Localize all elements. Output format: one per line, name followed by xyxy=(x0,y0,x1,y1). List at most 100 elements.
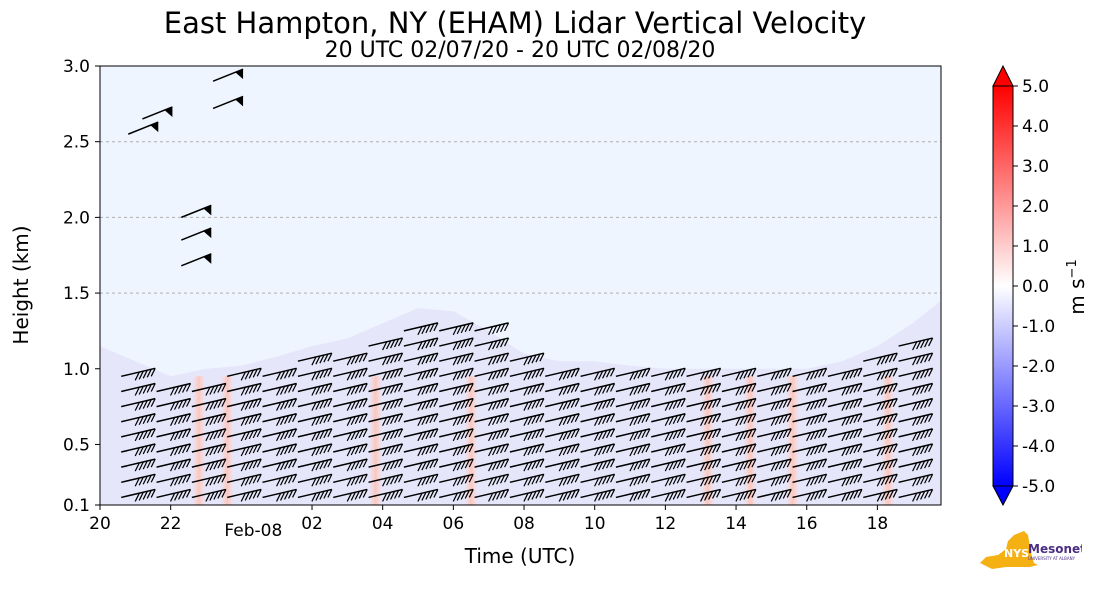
wind-barb-shaft xyxy=(403,458,439,468)
wind-barb-feather xyxy=(464,399,470,408)
wind-barb-feather xyxy=(248,460,254,470)
wind-barb-feather xyxy=(417,341,423,351)
wind-barb-feather xyxy=(629,478,635,487)
wind-barb-feather xyxy=(562,477,568,486)
wind-barb-feather xyxy=(637,445,643,455)
wind-barb-feather xyxy=(386,431,392,441)
wind-barb-shaft xyxy=(333,367,368,378)
wind-barb-shaft xyxy=(898,473,933,484)
wind-barb-shaft xyxy=(262,458,297,468)
wind-barb-shaft xyxy=(792,428,827,438)
wind-barb-feather xyxy=(892,489,898,498)
wind-barb-shaft xyxy=(368,352,403,362)
wind-barb-feather xyxy=(327,413,333,423)
wind-barb-feather xyxy=(213,476,219,485)
wind-barb-feather xyxy=(574,489,580,498)
wind-barb-feather xyxy=(668,416,674,426)
logo-sub-text: UNIVERSITY AT ALBANY xyxy=(1028,556,1076,561)
wind-barb xyxy=(792,473,828,487)
wind-barb-feather xyxy=(504,443,510,453)
wind-barb-feather xyxy=(464,475,470,484)
wind-barb-feather xyxy=(174,401,180,410)
wind-barb-feather xyxy=(319,491,325,500)
wind-barb-feather xyxy=(806,387,812,396)
wind-barb-shaft xyxy=(191,413,227,423)
wind-barb-feather xyxy=(319,460,325,470)
wind-barb-feather xyxy=(602,476,608,485)
wind-barb xyxy=(509,382,545,396)
wind-barb-feather xyxy=(138,431,144,441)
wind-barb-feather xyxy=(421,416,427,426)
wind-barb-feather xyxy=(488,462,494,472)
wind-barb-feather xyxy=(488,326,494,336)
wind-barb-feather xyxy=(456,355,462,365)
wind-barb-feather xyxy=(456,492,462,501)
wind-barb-feather xyxy=(488,341,494,351)
wind-barb xyxy=(651,458,686,472)
wind-barb-feather xyxy=(786,368,792,377)
wind-barb-feather xyxy=(504,413,510,423)
wind-barb-feather xyxy=(888,399,894,408)
wind-barb-feather xyxy=(382,432,388,442)
wind-barb-feather xyxy=(672,460,678,470)
wind-barb-shaft xyxy=(898,458,933,468)
wind-barb-feather xyxy=(841,462,847,472)
wind-barb-feather xyxy=(174,446,180,456)
wind-barb-shaft xyxy=(827,488,863,499)
wind-barb-feather xyxy=(425,491,431,500)
wind-barb-feather xyxy=(150,443,156,453)
wind-barb-feather xyxy=(822,368,828,377)
wind-barb-feather xyxy=(398,398,404,407)
wind-barb xyxy=(757,488,792,502)
wind-barb-feather xyxy=(672,385,678,394)
wind-barb xyxy=(121,413,156,427)
wind-barb-feather xyxy=(311,478,317,487)
wind-barb-feather xyxy=(606,399,612,408)
wind-barb xyxy=(827,443,863,457)
wind-barb-feather xyxy=(358,444,364,454)
wind-barb-feather xyxy=(150,489,156,498)
wind-barb-feather xyxy=(770,387,776,396)
wind-barb-feather xyxy=(562,371,568,380)
wind-barb xyxy=(262,443,298,457)
wind-barb-feather xyxy=(531,400,537,409)
wind-barb-feather xyxy=(880,492,886,501)
wind-barb-feather xyxy=(500,384,506,393)
wind-barb-feather xyxy=(594,402,600,411)
wind-barb-feather xyxy=(425,415,431,425)
wind-barb-feather xyxy=(884,354,890,364)
updraft-column xyxy=(785,376,800,505)
wind-barb-feather xyxy=(174,492,180,501)
wind-barb-feather xyxy=(464,338,470,348)
wind-barb-feather xyxy=(288,490,294,499)
wind-barb-feather xyxy=(770,447,776,457)
wind-barb-shaft xyxy=(121,428,156,438)
wind-barb-shaft xyxy=(227,458,262,468)
wind-barb-feather xyxy=(822,398,828,407)
wind-barb-feather xyxy=(138,492,144,501)
wind-barb-shaft xyxy=(545,382,580,393)
wind-barb-feather xyxy=(566,460,572,470)
wind-barb-feather xyxy=(496,400,502,409)
wind-barb-feather xyxy=(429,444,435,454)
wind-barb-feather xyxy=(398,413,404,423)
wind-barb xyxy=(863,443,898,457)
wind-barb-feather xyxy=(876,462,882,472)
wind-barb-shaft xyxy=(580,443,615,453)
wind-barb-feather xyxy=(664,417,670,427)
wind-barb-feather xyxy=(845,446,851,456)
wind-barb-feather xyxy=(924,490,930,499)
wind-barb-feather xyxy=(735,493,741,502)
wind-barb-shaft xyxy=(439,337,474,347)
wind-barb-feather xyxy=(704,416,710,426)
colorbar-tick-label: 0.0 xyxy=(1022,277,1049,297)
wind-barb-feather xyxy=(633,446,639,456)
wind-barb-shaft xyxy=(227,397,262,408)
x-tick-label: 20 xyxy=(89,514,111,534)
wind-barb xyxy=(156,443,192,457)
wind-barb-feather xyxy=(354,460,360,470)
wind-barb-feather xyxy=(280,401,286,410)
colorbar-tick-label: 1.0 xyxy=(1022,237,1049,257)
wind-barb xyxy=(757,367,792,381)
wind-barb-feather xyxy=(629,402,635,411)
